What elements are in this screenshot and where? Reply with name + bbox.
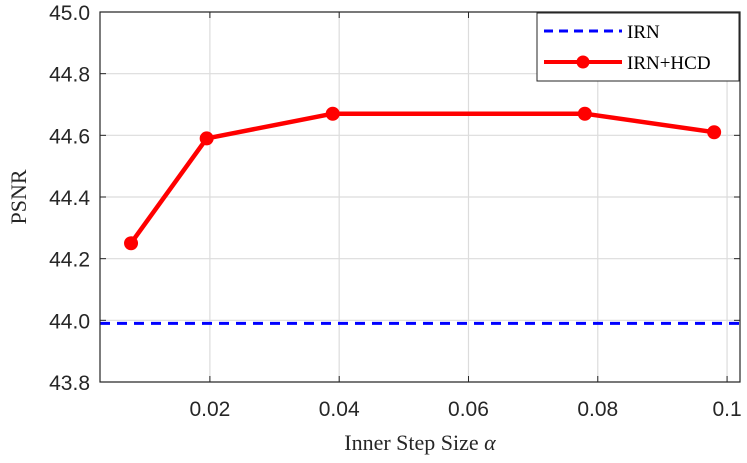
x-tick-label: 0.08: [577, 398, 618, 421]
y-axis-label: PSNR: [6, 169, 31, 224]
x-axis-label-symbol: α: [484, 430, 496, 455]
data-point: [199, 131, 214, 146]
y-tick-label: 44.0: [49, 310, 90, 333]
x-tick-label: 0.1: [712, 398, 741, 421]
x-tick-label: 0.06: [448, 398, 489, 421]
y-tick-label: 44.4: [49, 187, 90, 210]
y-tick-label: 44.6: [49, 125, 90, 148]
y-tick-label: 44.2: [49, 249, 90, 272]
series-layer: [100, 106, 740, 325]
legend-label-irn: IRN: [627, 22, 660, 43]
legend-box: [536, 12, 740, 82]
legend: IRN IRN+HCD: [536, 12, 740, 82]
y-tick-label: 44.8: [49, 64, 90, 87]
x-axis-label-text: Inner Step Size: [344, 430, 478, 455]
legend-label-irn-hcd: IRN+HCD: [627, 53, 711, 74]
y-tick-labels: 43.8 44.0 44.2 44.4 44.6 44.8 45.0: [49, 2, 90, 395]
x-tick-label: 0.02: [189, 398, 230, 421]
x-axis-label: Inner Step Size α: [344, 430, 496, 455]
data-point: [707, 125, 722, 140]
x-tick-labels: 0.02 0.04 0.06 0.08 0.1: [189, 398, 741, 421]
y-tick-label: 45.0: [49, 2, 90, 25]
data-point: [325, 106, 340, 121]
y-tick-label: 43.8: [49, 372, 90, 395]
x-tick-label: 0.04: [319, 398, 360, 421]
data-point: [577, 106, 592, 121]
data-point: [124, 236, 139, 251]
legend-marker-irn-hcd: [576, 55, 590, 69]
